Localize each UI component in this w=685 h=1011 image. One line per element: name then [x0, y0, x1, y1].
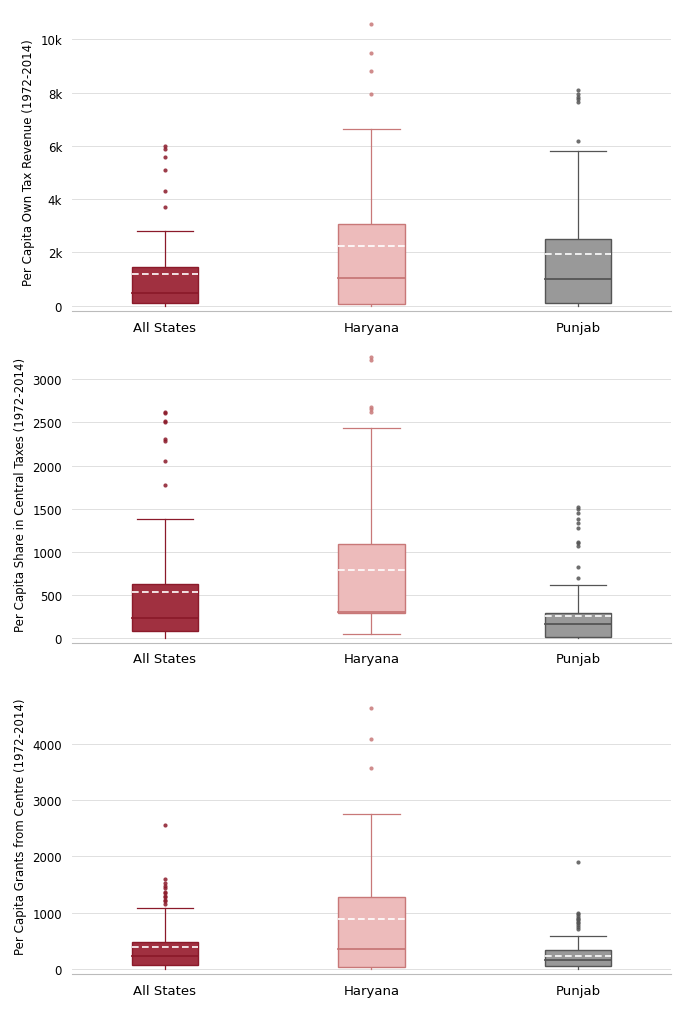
Y-axis label: Per Capita Grants from Centre (1972-2014): Per Capita Grants from Centre (1972-2014… [14, 698, 27, 953]
FancyBboxPatch shape [545, 950, 611, 966]
FancyBboxPatch shape [132, 584, 198, 631]
FancyBboxPatch shape [338, 897, 405, 968]
FancyBboxPatch shape [338, 545, 405, 614]
FancyBboxPatch shape [338, 225, 405, 304]
FancyBboxPatch shape [545, 614, 611, 638]
Y-axis label: Per Capita Share in Central Taxes (1972-2014): Per Capita Share in Central Taxes (1972-… [14, 357, 27, 631]
Y-axis label: Per Capita Own Tax Revenue (1972-2014): Per Capita Own Tax Revenue (1972-2014) [22, 39, 35, 286]
FancyBboxPatch shape [132, 268, 198, 303]
FancyBboxPatch shape [545, 240, 611, 304]
FancyBboxPatch shape [132, 942, 198, 964]
